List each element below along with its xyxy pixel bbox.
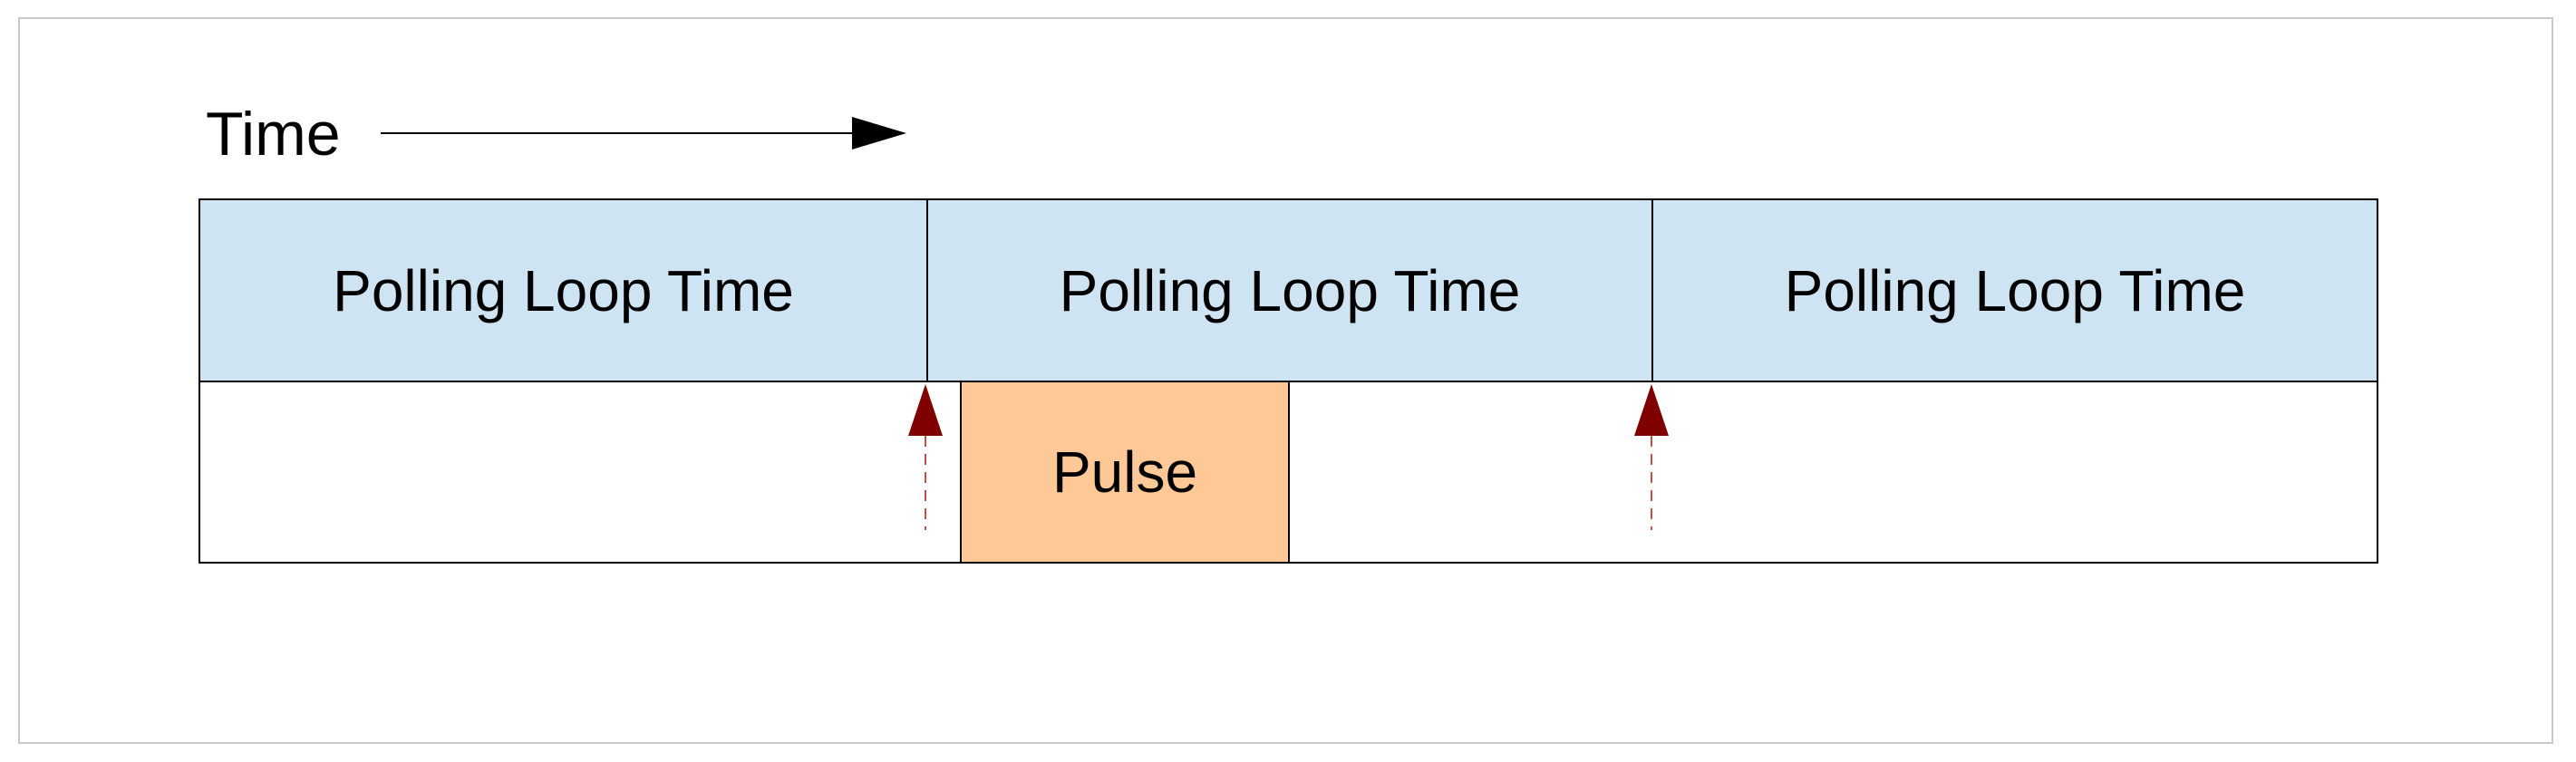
polling-loop-label-2: Polling Loop Time [1059, 257, 1521, 323]
polling-loop-block-3: Polling Loop Time [1651, 198, 2378, 382]
polling-loop-block-2: Polling Loop Time [926, 198, 1653, 382]
poll-marker-1 [908, 384, 943, 530]
polling-loop-label-3: Polling Loop Time [1784, 257, 2246, 323]
poll-marker-2 [1634, 384, 1669, 530]
pulse-block: Pulse [960, 381, 1290, 564]
pulse-label: Pulse [1051, 439, 1198, 505]
time-label: Time [206, 100, 341, 169]
polling-loop-label-1: Polling Loop Time [333, 257, 794, 323]
time-arrow-icon [381, 117, 906, 150]
polling-loop-block-1: Polling Loop Time [199, 198, 928, 382]
